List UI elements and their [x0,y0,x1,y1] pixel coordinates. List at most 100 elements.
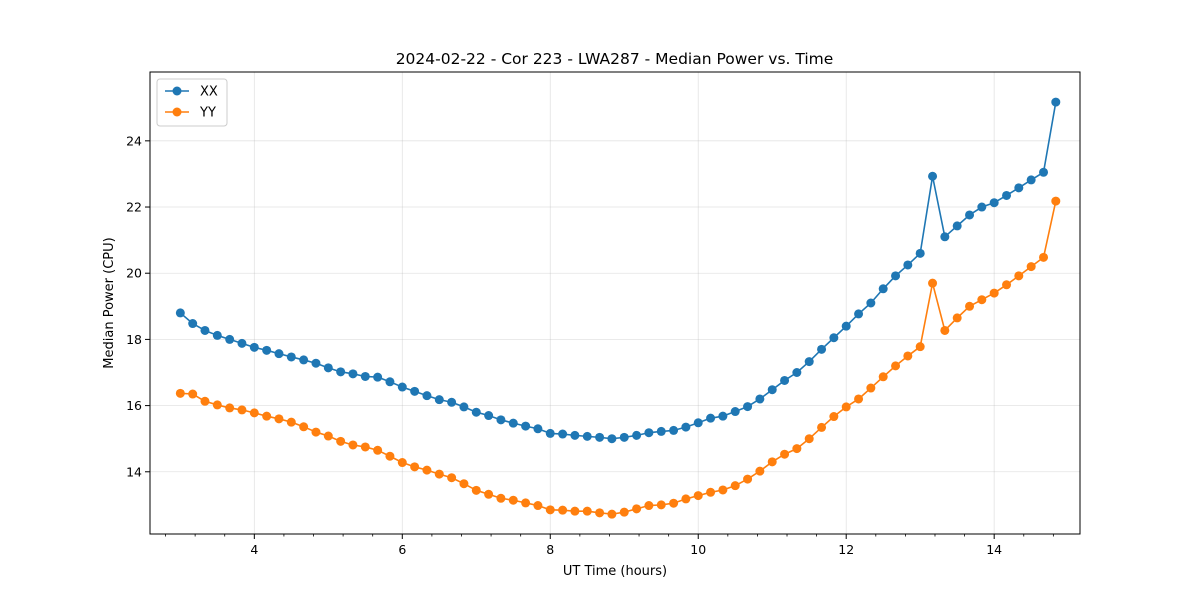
series-yy-point [558,505,568,515]
series-xx-point [1039,167,1049,177]
series-yy-point [471,485,481,495]
series-xx-point [854,309,864,319]
series-xx-point [928,171,938,181]
series-yy-point [188,389,198,399]
series-xx-point [915,248,925,258]
series-xx-point [299,355,309,365]
series-xx-point [508,418,518,428]
series-yy-point [989,288,999,298]
series-xx-point [249,342,259,352]
series-xx-point [940,232,950,242]
series-yy-point [595,508,605,518]
series-xx-point [360,371,370,381]
series-yy-point [841,402,851,412]
series-yy-point [274,414,284,424]
series-yy-point [977,295,987,305]
series-yy-point [447,473,457,483]
series-yy-point [607,509,617,519]
series-yy-point [533,501,543,511]
series-xx-point [841,321,851,331]
series-yy-point [940,325,950,335]
y-axis-title: Median Power (CPU) [102,237,117,368]
series-xx-point [619,432,629,442]
series-yy-point [545,505,555,515]
series-yy-point [434,469,444,479]
series-yy-point [496,493,506,503]
series-yy-point [336,436,346,446]
series-xx-point [484,411,494,421]
series-xx-point [866,298,876,308]
chart-title: 2024-02-22 - Cor 223 - LWA287 - Median P… [396,50,834,68]
series-xx-point [570,430,580,440]
series-yy-point [817,422,827,432]
series-yy-point [262,411,272,421]
series-xx-point [767,385,777,395]
series-yy-point [804,434,814,444]
series-xx-point [595,432,605,442]
series-xx-point [348,369,358,379]
series-yy-point [743,474,753,484]
series-yy-point [508,495,518,505]
series-yy-point [928,278,938,288]
series-yy-point [866,383,876,393]
series-yy-point [1026,262,1036,272]
series-xx-point [792,367,802,377]
series-yy-point [422,465,432,475]
series-yy-point [755,466,765,476]
series-yy-point [360,442,370,452]
series-xx-point [656,426,666,436]
series-xx-point [422,391,432,401]
series-xx-point [545,428,555,438]
series-yy-point [718,485,728,495]
series-yy-point [681,494,691,504]
series-yy-point [780,449,790,459]
series-yy-point [669,498,679,508]
series-yy-point [1039,252,1049,262]
series-xx-point [755,394,765,404]
series-xx-point [706,413,716,423]
series-yy-point [286,417,296,427]
series-xx-line [179,101,1057,440]
series-yy-point [200,396,210,406]
series-yy-point [952,313,962,323]
series-yy-point [878,372,888,382]
series-yy-point [299,422,309,432]
series-xx-point [533,424,543,434]
x-tick-label: 4 [250,542,258,557]
x-tick-label: 12 [838,542,854,557]
legend-label-yy: YY [199,106,216,121]
series-xx-point [410,386,420,396]
x-tick-label: 6 [398,542,406,557]
series-yy-point [730,481,740,491]
grid-lines [150,72,1080,534]
series-xx-point [878,284,888,294]
series-yy-point [693,491,703,501]
series-xx-point [175,308,185,318]
series-xx-point [1051,97,1061,107]
series-xx-point [225,334,235,344]
series-yy-point [237,405,247,415]
series-yy-point [323,431,333,441]
series-xx-point [373,372,383,382]
series-xx-point [903,260,913,270]
series-xx-point [693,418,703,428]
series-layer [175,97,1061,519]
x-tick-label: 8 [546,542,554,557]
legend: XX YY [156,78,228,127]
series-yy-point [484,489,494,499]
series-yy-point [582,506,592,516]
series-yy-point [792,444,802,454]
series-xx-point [286,352,296,362]
series-yy-point [1014,271,1024,281]
series-xx-point [471,407,481,417]
series-xx-point [434,395,444,405]
series-yy-point [212,400,222,410]
series-yy-point [373,445,383,455]
series-xx-point [891,271,901,281]
series-xx-point [336,367,346,377]
series-yy-point [249,408,259,418]
series-xx-point [829,333,839,343]
series-xx-point [212,330,222,340]
